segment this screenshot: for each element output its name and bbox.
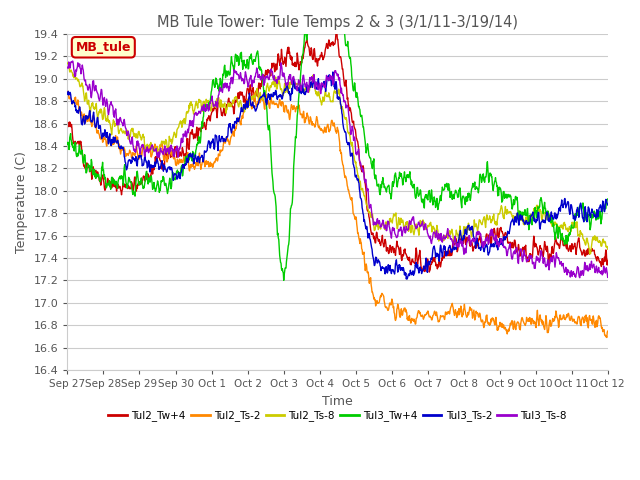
Tul2_Ts-8 (246, 97, 254, 103)
Tul2_Ts-8 (359, 189, 367, 195)
Tul3_Ts-8 (359, 166, 367, 172)
Tul3_Ts-2 (329, 69, 337, 75)
Legend: Tul2_Tw+4, Tul2_Ts-2, Tul2_Ts-8, Tul3_Tw+4, Tul3_Ts-2, Tul3_Ts-8: Tul2_Tw+4, Tul2_Ts-2, Tul2_Ts-8, Tul3_Tw… (104, 406, 571, 425)
Tul3_Ts-2 (135, 155, 143, 160)
Tul2_Ts-2 (348, 195, 356, 201)
Tul2_Ts-2 (359, 251, 367, 257)
Tul3_Ts-8 (63, 65, 71, 71)
Tul3_Ts-2 (63, 91, 71, 97)
Tul3_Ts-8 (246, 75, 254, 81)
Tul2_Tw+4 (333, 29, 340, 35)
Tul2_Ts-2 (63, 89, 71, 95)
Line: Tul3_Ts-8: Tul3_Ts-8 (67, 61, 608, 278)
Tul2_Ts-2 (64, 88, 72, 94)
Tul2_Tw+4 (63, 120, 71, 125)
Tul2_Tw+4 (348, 116, 356, 121)
Tul3_Ts-2 (155, 161, 163, 167)
Tul2_Ts-8 (65, 60, 72, 65)
Tul2_Tw+4 (155, 153, 163, 159)
Tul2_Ts-8 (155, 147, 163, 153)
Y-axis label: Temperature (C): Temperature (C) (15, 151, 28, 253)
Line: Tul2_Ts-8: Tul2_Ts-8 (67, 62, 608, 254)
Tul3_Ts-8 (348, 127, 356, 133)
Line: Tul3_Ts-2: Tul3_Ts-2 (67, 72, 608, 279)
Tul3_Ts-2 (298, 85, 305, 91)
Tul2_Ts-8 (298, 87, 306, 93)
Tul2_Tw+4 (298, 60, 305, 66)
Tul2_Ts-2 (603, 335, 611, 340)
Tul3_Tw+4 (604, 196, 612, 202)
Line: Tul2_Tw+4: Tul2_Tw+4 (67, 32, 608, 272)
Tul3_Ts-2 (359, 211, 367, 216)
Tul3_Ts-2 (604, 202, 612, 208)
Tul3_Tw+4 (280, 277, 287, 283)
Tul2_Ts-2 (155, 155, 163, 160)
Tul3_Ts-2 (246, 90, 253, 96)
Tul2_Ts-2 (136, 151, 143, 156)
Tul2_Ts-2 (604, 328, 612, 334)
Tul2_Tw+4 (135, 180, 143, 185)
Tul3_Ts-8 (68, 58, 76, 64)
Text: MB_tule: MB_tule (76, 41, 131, 54)
Tul2_Ts-8 (136, 132, 143, 138)
X-axis label: Time: Time (322, 395, 353, 408)
Tul2_Tw+4 (426, 269, 433, 275)
Tul2_Ts-8 (586, 251, 593, 257)
Tul3_Tw+4 (135, 180, 143, 185)
Title: MB Tule Tower: Tule Temps 2 & 3 (3/1/11-3/19/14): MB Tule Tower: Tule Temps 2 & 3 (3/1/11-… (157, 15, 518, 30)
Line: Tul2_Ts-2: Tul2_Ts-2 (67, 91, 608, 337)
Tul2_Tw+4 (246, 88, 253, 94)
Tul3_Tw+4 (246, 54, 253, 60)
Tul3_Tw+4 (155, 182, 163, 188)
Tul2_Ts-2 (298, 115, 306, 120)
Tul2_Ts-8 (63, 61, 71, 67)
Tul3_Ts-2 (348, 150, 356, 156)
Tul2_Ts-2 (246, 101, 254, 107)
Tul3_Tw+4 (348, 77, 356, 83)
Tul2_Ts-8 (604, 246, 612, 252)
Tul3_Ts-8 (136, 146, 143, 152)
Tul2_Ts-8 (348, 143, 356, 149)
Tul2_Tw+4 (604, 257, 612, 263)
Tul3_Ts-8 (155, 155, 163, 160)
Line: Tul3_Tw+4: Tul3_Tw+4 (67, 0, 608, 280)
Tul2_Tw+4 (359, 163, 367, 168)
Tul3_Ts-8 (604, 275, 612, 280)
Tul3_Tw+4 (298, 54, 306, 60)
Tul3_Tw+4 (360, 124, 367, 130)
Tul3_Ts-2 (403, 276, 411, 282)
Tul3_Ts-8 (298, 82, 306, 87)
Tul3_Tw+4 (63, 141, 71, 147)
Tul3_Ts-8 (576, 275, 584, 281)
